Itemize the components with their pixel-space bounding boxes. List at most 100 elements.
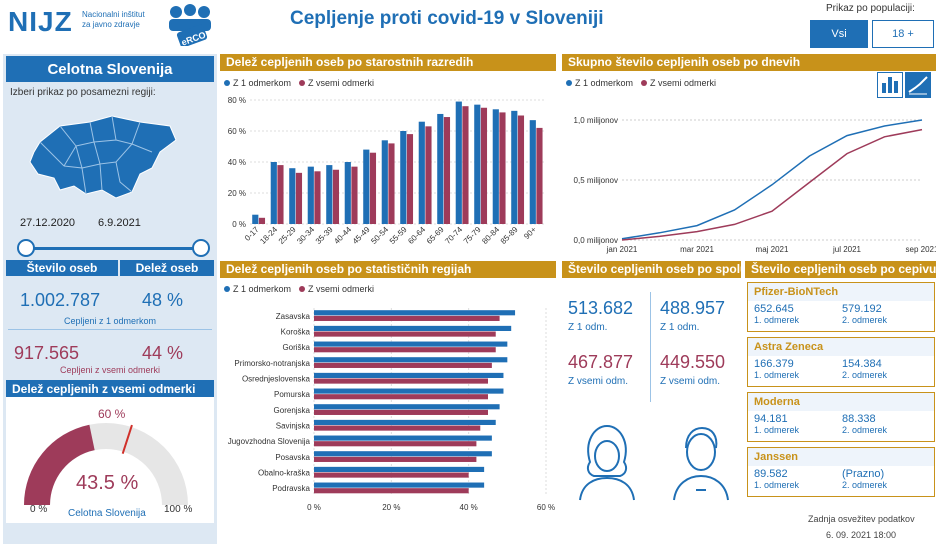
region-bar [314,310,516,316]
vaccine-name: Pfizer-BioNTech [748,283,934,301]
population-18plus-button[interactable]: 18 + [872,20,934,48]
region-bar [314,341,508,347]
region-category-label: Jugovzhodna Slovenija [228,437,311,446]
erco-logo: eRCO [166,2,214,48]
age-bar [474,104,481,224]
dose1-value: 166.379 [754,358,794,370]
region-category-label: Posavska [275,453,310,462]
dose1-label: 1. odmerek [754,315,800,325]
region-bar [314,488,469,494]
male-first-count: 488.957 [660,298,726,318]
divider [8,329,212,330]
daily-xtick-label: mar 2021 [680,245,714,254]
age-category-label: 55-59 [388,225,409,246]
age-category-label: 18-24 [258,225,279,246]
dose2-label: 2. odmerek [842,370,888,380]
age-bar [406,134,414,224]
region-category-label: Goriška [282,343,310,352]
region-bar [314,435,492,441]
vaccine-card-astrazeneca[interactable]: Astra Zeneca 166.379 1. odmerek 154.384 2.… [747,337,935,387]
vaccine-card-pfizer[interactable]: Pfizer-BioNTech 652.645 1. odmerek 579.19… [747,282,935,332]
gender-header: Število cepljenih oseb po spolu [562,261,741,278]
vaccine-card-janssen[interactable]: Janssen 89.582 1. odmerek (Prazno) 2. odme… [747,447,935,497]
gauge-value: 43.5 % [76,472,139,494]
nijz-subtitle: Nacionalni inštitut za javno zdravje [82,10,145,29]
daily-chart[interactable]: 0,0 milijonov 0,5 milijonov 1,0 milijonov j… [562,100,936,256]
date-slider-track[interactable] [28,247,200,250]
age-category-label: 70-74 [443,225,464,246]
daily-chart-header: Skupno število cepljenih oseb po dnevih [562,54,936,71]
region-category-label: Gorenjska [274,406,311,415]
daily-line-all [621,128,923,241]
age-chart-legend: Z 1 odmerkom Z vsemi odmerki [224,78,374,88]
legend-item-all[interactable]: Z vsemi odmerki [299,284,374,294]
age-bar [425,126,432,224]
dose1-label: 1. odmerek [754,480,800,490]
legend-item-first[interactable]: Z 1 odmerkom [566,78,633,88]
gauge-target-label: 60 % [98,407,126,421]
page-title: Cepljenje proti covid-19 v Sloveniji [290,8,604,29]
gauge-target-marker [121,424,133,454]
age-bar [536,127,543,224]
age-bar [437,113,444,224]
gauge-max: 100 % [164,504,193,515]
age-category-label: 75-79 [462,225,483,246]
legend-item-all[interactable]: Z vsemi odmerki [299,78,374,88]
gauge-box [6,397,214,523]
region-xtick-label: 20 % [382,503,400,512]
age-bar [326,165,333,224]
age-chart[interactable]: 0 %20 %40 %60 %80 %0-1718-2425-2930-3435… [220,90,556,250]
region-xtick-label: 0 % [307,503,321,512]
female-all-count: 467.877 [568,352,634,372]
region-chart[interactable]: 0 % 20 % 40 % 60 % Zasavska Koroška Goriška Pri… [220,300,556,518]
region-select-prompt: Izberi prikaz po posamezni regiji: [10,87,156,98]
vaccine-name: Moderna [748,393,934,411]
age-bar [363,149,370,224]
legend-item-first[interactable]: Z 1 odmerkom [224,284,291,294]
bar-view-icon[interactable] [877,72,903,98]
region-bar [314,466,485,472]
vaccine-card-moderna[interactable]: Moderna 94.181 1. odmerek 88.338 2. odmere… [747,392,935,442]
population-all-button[interactable]: Vsi [810,20,868,48]
date-slider-end-handle[interactable] [192,239,210,257]
gauge-caption: Celotna Slovenija [68,508,146,519]
region-bar [314,347,496,353]
daily-xtick-label: maj 2021 [756,245,789,254]
region-bar [314,472,469,478]
date-slider-start-handle[interactable] [17,239,35,257]
age-category-label: 65-69 [425,225,446,246]
region-category-label: Osrednjeslovenska [242,375,311,384]
region-category-label: Primorsko-notranjska [234,359,310,368]
vaccine-name: Astra Zeneca [748,338,934,356]
age-bar [314,171,321,224]
legend-item-first[interactable]: Z 1 odmerkom [224,78,291,88]
dose1-value: 652.645 [754,303,794,315]
dose2-label: 2. odmerek [842,425,888,435]
region-bar [314,451,492,457]
gauge-fill [24,424,95,505]
age-bar [455,101,462,224]
region-bar [314,362,492,368]
update-label: Zadnja osvežitev podatkov [808,514,915,524]
gauge-chart [24,423,188,505]
age-bar [443,117,451,224]
age-category-label: 40-44 [332,225,353,246]
region-bar [314,394,488,400]
age-bar [351,166,358,224]
line-view-icon[interactable] [905,72,931,98]
daily-chart-legend: Z 1 odmerkom Z vsemi odmerki [566,78,716,88]
region-bar [314,425,481,431]
age-bar [289,168,296,224]
region-bar [314,315,500,321]
legend-item-all[interactable]: Z vsemi odmerki [641,78,716,88]
age-category-label: 90+ [522,225,538,241]
daily-ytick-label: 0,0 milijonov [574,236,618,245]
male-all-label: Z vsemi odm. [660,376,721,387]
female-first-label: Z 1 odm. [568,322,608,333]
slovenia-map[interactable] [20,112,180,204]
daily-ytick-label: 0,5 milijonov [574,176,618,185]
gauge-header: Delež cepljenih z vsemi odmerki [6,380,214,397]
share-col-header: Delež oseb [120,260,214,276]
male-all-count: 449.550 [660,352,726,372]
dose1-value: 89.582 [754,468,788,480]
